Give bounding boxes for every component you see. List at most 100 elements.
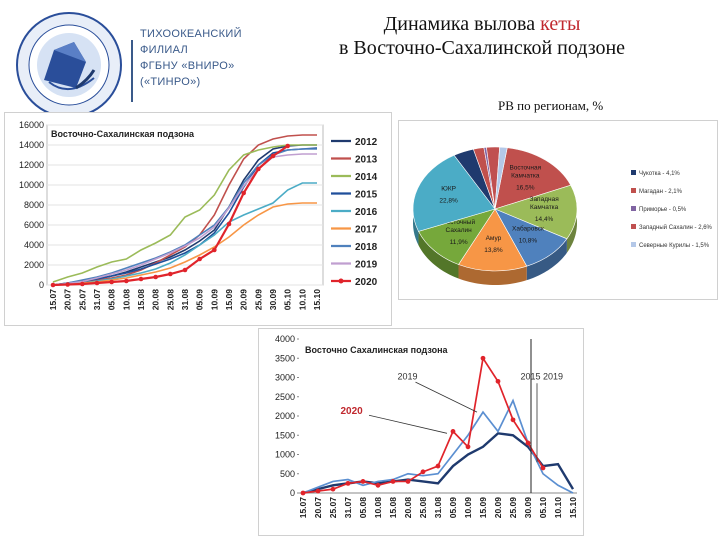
series-line-2015 — [302, 432, 575, 495]
legend-label: 2015 — [355, 190, 378, 201]
pie-slice-value: 10,8% — [519, 238, 538, 245]
data-point-2020 — [420, 469, 426, 475]
x-tick-label: 31.07 — [92, 289, 102, 311]
data-point-2020 — [241, 190, 246, 196]
data-point-2020 — [360, 479, 366, 484]
data-point-2020 — [270, 153, 276, 159]
x-tick-label: 31.08 — [433, 497, 443, 519]
x-tick-label: 10.10 — [297, 289, 307, 311]
pie-slice — [494, 147, 572, 210]
org-line: ФГБНУ «ВНИРО» — [140, 60, 235, 72]
pie-slice-label: Камчатка — [511, 173, 540, 180]
x-tick-label: 25.08 — [165, 289, 175, 311]
series-line-2013 — [52, 134, 317, 286]
daily-catch-chart: 0 500 1000 1500 2000 2500 3000 3500 4000 15.07 20.… — [275, 334, 578, 519]
y-tick-label: 2000 — [275, 411, 295, 421]
org-divider — [131, 40, 133, 102]
data-point-2020 — [375, 482, 381, 488]
pie-slice-label: ЮКР — [441, 186, 456, 193]
cumulative-catch-chart-panel: 0 2000 4000 6000 8000 10000 12000 14000 16000 15.… — [4, 112, 392, 326]
legend-label: 2012 — [355, 137, 378, 148]
y-tick-label: 0 — [39, 280, 44, 290]
chart-title: Восточно Сахалинская подзона — [305, 345, 449, 355]
pie-slice-label: Восточный — [442, 218, 475, 226]
pie-slice-value: 11,9% — [450, 239, 468, 246]
legend-swatch — [631, 224, 636, 229]
y-tick-label: 4000 — [275, 334, 295, 344]
x-tick-label: 15.07 — [298, 497, 308, 519]
x-tick-label: 30.09 — [268, 289, 278, 311]
annotation-2019: 2019 — [398, 371, 418, 381]
annotation-2020: 2020 — [341, 406, 364, 417]
x-tick-label: 20.08 — [403, 497, 413, 519]
y-tick-label: 4000 — [24, 240, 44, 250]
title-accent: кеты — [540, 13, 581, 35]
data-point-2020 — [80, 281, 85, 287]
x-tick-label: 10.08 — [121, 289, 131, 311]
legend-label: 2016 — [355, 207, 378, 218]
data-point-2020 — [65, 282, 70, 287]
annotation-arrow — [368, 414, 448, 434]
pie-slice-label: Хабаровск — [512, 225, 544, 233]
pie-slice-label: Сахалин — [446, 227, 473, 234]
data-point-2020 — [285, 143, 290, 149]
regional-pie-panel: Восточная Камчатка 16,5% Западная Камчатка 14… — [398, 120, 718, 300]
data-point-2020 — [480, 355, 486, 361]
x-tick-label: 15.10 — [568, 497, 578, 519]
y-tick-label: 14000 — [19, 140, 44, 150]
x-tick-label: 10.09 — [463, 497, 473, 519]
legend-swatch — [631, 206, 636, 211]
x-tick-label: 25.09 — [508, 497, 518, 519]
data-point-2020 — [390, 479, 396, 484]
data-point-2020 — [182, 267, 188, 273]
x-tick-label: 31.08 — [180, 289, 190, 311]
data-point-2020 — [315, 488, 321, 494]
y-tick-label: 2500 — [275, 392, 295, 402]
y-tick-label: 500 — [280, 469, 295, 479]
data-point-2020 — [495, 378, 501, 384]
x-tick-label: 30.09 — [523, 497, 533, 519]
legend-label: Чукотка - 4,1% — [639, 171, 680, 177]
data-point-2020 — [197, 256, 202, 262]
data-point-2020 — [153, 274, 158, 280]
regional-pie-chart: ВосточнаяКамчатка16,5%ЗападнаяКамчатка14… — [412, 146, 713, 285]
pie-slice — [458, 208, 528, 272]
data-point-2020 — [540, 465, 546, 471]
legend-label: 2017 — [355, 225, 378, 236]
pie-slice — [418, 208, 496, 265]
x-tick-label: 25.08 — [418, 497, 428, 519]
y-tick-label: 12000 — [19, 160, 44, 170]
x-tick-label: 25.09 — [253, 289, 263, 311]
legend-label: 2018 — [355, 242, 378, 253]
x-tick-label: 05.10 — [538, 497, 548, 519]
y-tick-label: 0 — [290, 488, 295, 498]
legend-label: Северные Курилы - 1,5% — [639, 243, 710, 249]
data-point-2020 — [435, 463, 441, 469]
legend-label: Магадан - 2,1% — [639, 189, 683, 195]
data-point-2020 — [345, 480, 351, 486]
x-tick-label: 20.07 — [313, 497, 323, 519]
x-tick-label: 25.07 — [328, 497, 338, 519]
pie-slice-label: Амур — [486, 235, 502, 242]
y-tick-label: 1000 — [275, 450, 295, 460]
y-tick-label: 8000 — [24, 200, 44, 210]
org-name: ТИХООКЕАНСКИЙ ФИЛИАЛ ФГБНУ «ВНИРО» («ТИН… — [140, 26, 250, 90]
x-tick-label: 20.07 — [63, 289, 73, 311]
y-tick-label: 16000 — [19, 120, 44, 130]
data-point-2020 — [124, 278, 129, 284]
x-tick-label: 10.08 — [373, 497, 383, 519]
legend-label: 2019 — [355, 260, 378, 271]
data-point-2020 — [465, 444, 471, 450]
pie-slice-side — [458, 264, 527, 285]
pie-slice-side — [418, 231, 459, 279]
x-tick-label: 15.10 — [312, 289, 322, 311]
x-tick-label: 31.07 — [343, 497, 353, 519]
pie-slice-label: Западная — [530, 196, 560, 203]
y-tick-label: 6000 — [24, 220, 44, 230]
data-point-2020 — [109, 279, 114, 285]
data-point-2020 — [256, 166, 261, 172]
series-line-2014 — [52, 144, 317, 283]
pie-slice-value: 14,4% — [535, 216, 554, 223]
data-point-2020 — [330, 486, 336, 492]
x-tick-label: 05.09 — [195, 289, 205, 311]
